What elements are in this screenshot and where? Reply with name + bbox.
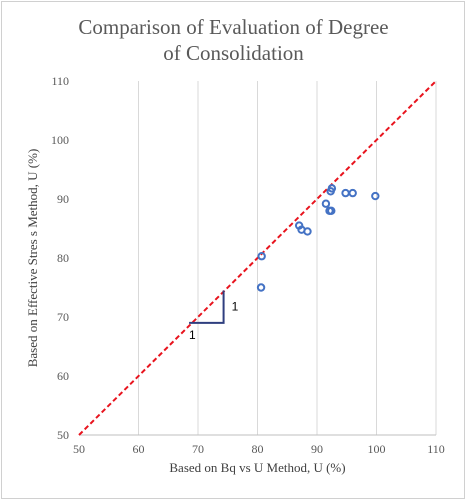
slope-label-vertical: 1 [232,300,239,314]
chart-title-line-1: Comparison of Evaluation of Degree [78,15,389,39]
chart-title-line-2: of Consolidation [163,41,304,65]
y-axis-label: Based on Effective Stres s Method, U (%) [25,149,40,368]
data-point-12 [348,188,357,198]
data-point-2 [256,283,266,292]
gridlines [138,81,437,435]
slope-triangle: 11 [189,290,239,342]
x-tick-label-100: 100 [368,442,386,456]
chart-title: Comparison of Evaluation of Degree of Co… [0,14,467,66]
one-to-one-line [78,80,437,436]
x-tick-label-60: 60 [133,442,145,456]
x-tick-label-110: 110 [427,442,445,456]
y-tick-label-50: 50 [57,428,69,442]
slope-triangle-legs [189,290,225,324]
data-points [256,184,380,292]
x-tick-label-80: 80 [252,442,264,456]
data-point-11 [341,188,350,198]
data-point-8 [327,206,336,216]
data-point-10 [327,184,337,193]
y-tick-label-110: 110 [51,74,69,88]
x-tick-label-70: 70 [192,442,204,456]
y-tick-label-70: 70 [57,310,69,324]
y-tick-label-100: 100 [51,133,69,147]
y-tick-label-90: 90 [57,192,69,206]
x-axis-label: Based on Bq vs U Method, U (%) [169,460,345,475]
data-point-13 [371,191,380,201]
x-tick-labels: 50 60 70 80 90 100 110 [73,442,445,456]
x-tick-label-50: 50 [73,442,85,456]
data-point-6 [321,199,331,208]
slope-label-horizontal: 1 [189,328,196,342]
data-point-5 [303,227,312,236]
y-tick-label-60: 60 [57,369,69,383]
data-point-1 [257,252,266,261]
y-tick-labels: 50 60 70 80 90 100 110 [51,74,69,442]
y-tick-label-80: 80 [57,251,69,265]
x-tick-label-90: 90 [311,442,323,456]
